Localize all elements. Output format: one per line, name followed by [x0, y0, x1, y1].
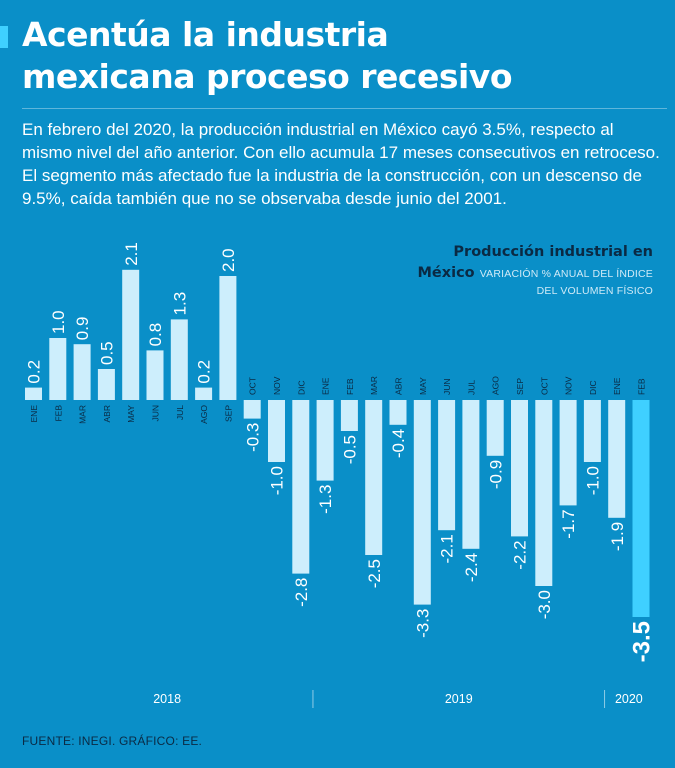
value-label: -3.5	[629, 621, 656, 662]
bar-oct-9	[243, 400, 261, 419]
value-label: -1.9	[608, 522, 627, 551]
bar-may-4	[122, 269, 140, 400]
value-label: 1.3	[170, 292, 189, 316]
month-label: AGO	[199, 405, 209, 424]
bar-feb-25	[632, 400, 650, 617]
value-label: -2.4	[462, 553, 481, 582]
bar-dic-11	[292, 400, 310, 574]
bar-abr-15	[389, 400, 407, 425]
month-label: NOV	[564, 376, 574, 395]
value-label: -2.1	[438, 534, 457, 563]
bar-abr-3	[97, 369, 115, 400]
value-label: -0.9	[486, 460, 505, 489]
month-label: MAY	[126, 405, 136, 423]
bar-dic-23	[583, 400, 601, 462]
value-label: 0.8	[146, 323, 165, 347]
month-label: JUN	[151, 405, 161, 422]
month-label: JUL	[175, 405, 185, 420]
value-label: 2.1	[122, 242, 141, 266]
month-label: OCT	[539, 377, 549, 395]
legend-subtitle-part1: VARIACIÓN % ANUAL DEL ÍNDICE	[479, 268, 653, 280]
month-label: DIC	[588, 380, 598, 395]
bar-ene-12	[316, 400, 334, 481]
value-label: -1.0	[584, 466, 603, 495]
value-label: 0.2	[25, 360, 44, 384]
value-label: -3.0	[535, 590, 554, 619]
year-label: 2018	[153, 692, 181, 706]
bar-ene-24	[608, 400, 626, 518]
bar-ago-19	[486, 400, 504, 456]
month-label: MAY	[418, 377, 428, 395]
value-label: -3.3	[413, 609, 432, 638]
bar-jun-5	[146, 350, 164, 400]
month-label: ABR	[102, 405, 112, 422]
value-label: 0.5	[98, 341, 117, 365]
bar-nov-10	[268, 400, 285, 462]
bar-jun-17	[438, 400, 456, 531]
value-label: -0.5	[341, 435, 360, 464]
value-label: -0.4	[389, 429, 408, 458]
month-label: AGO	[491, 376, 501, 395]
source-credit: FUENTE: INEGI. GRÁFICO: EE.	[22, 734, 203, 748]
month-label: MAR	[369, 376, 379, 395]
month-label: SEP	[515, 378, 525, 395]
bar-ago-7	[195, 387, 213, 400]
month-label: MAR	[78, 405, 88, 424]
intro-paragraph: En febrero del 2020, la producción indus…	[22, 120, 660, 208]
month-label: ENE	[612, 377, 622, 395]
chart-legend: Producción industrial en México VARIACIÓ…	[323, 243, 653, 299]
bar-ene-0	[25, 387, 42, 400]
bar-nov-22	[559, 400, 577, 506]
month-label: DIC	[296, 380, 306, 395]
bar-may-16	[413, 400, 431, 605]
bar-jul-6	[170, 319, 188, 400]
month-label: ENE	[29, 405, 39, 423]
bar-jul-18	[462, 400, 480, 549]
legend-title-part1: Producción industrial en	[453, 244, 653, 260]
bar-feb-1	[49, 338, 67, 400]
month-label: FEB	[53, 405, 63, 422]
value-label: -1.3	[316, 485, 335, 514]
title-accent-bar	[0, 26, 8, 48]
bar-sep-20	[511, 400, 528, 537]
month-label: OCT	[248, 377, 258, 395]
value-label: -2.8	[292, 578, 311, 607]
title-line-2: mexicana proceso recesivo	[22, 57, 513, 96]
year-label: 2019	[445, 692, 473, 706]
legend-title: Producción industrial en	[323, 243, 653, 262]
month-label: FEB	[637, 378, 647, 395]
page-title: Acentúa la industria mexicana proceso re…	[22, 14, 662, 98]
month-label: NOV	[272, 376, 282, 395]
bar-mar-2	[73, 344, 91, 400]
value-label: -0.3	[243, 423, 262, 452]
bar-mar-14	[365, 400, 383, 555]
year-label: 2020	[615, 692, 643, 706]
value-label: -2.5	[365, 559, 384, 588]
value-label: -2.2	[511, 540, 530, 569]
bar-feb-13	[340, 400, 358, 431]
bar-sep-8	[219, 276, 237, 400]
legend-row-2: México VARIACIÓN % ANUAL DEL ÍNDICE	[323, 262, 653, 283]
month-label: JUL	[466, 380, 476, 395]
bar-oct-21	[535, 400, 553, 586]
month-label: FEB	[345, 378, 355, 395]
value-label: -1.7	[559, 509, 578, 538]
value-label: 2.0	[219, 248, 238, 272]
value-label: -1.0	[268, 466, 287, 495]
month-label: ABR	[394, 378, 404, 395]
legend-subtitle-part2: DEL VOLUMEN FÍSICO	[536, 285, 653, 297]
title-line-1: Acentúa la industria	[22, 15, 389, 54]
title-divider	[22, 108, 667, 109]
month-label: JUN	[442, 378, 452, 395]
value-label: 0.9	[73, 317, 92, 341]
legend-title-part2: México	[417, 265, 475, 281]
value-label: 1.0	[49, 310, 68, 334]
month-label: ENE	[321, 377, 331, 395]
value-label: 0.2	[195, 360, 214, 384]
month-label: SEP	[223, 405, 233, 422]
